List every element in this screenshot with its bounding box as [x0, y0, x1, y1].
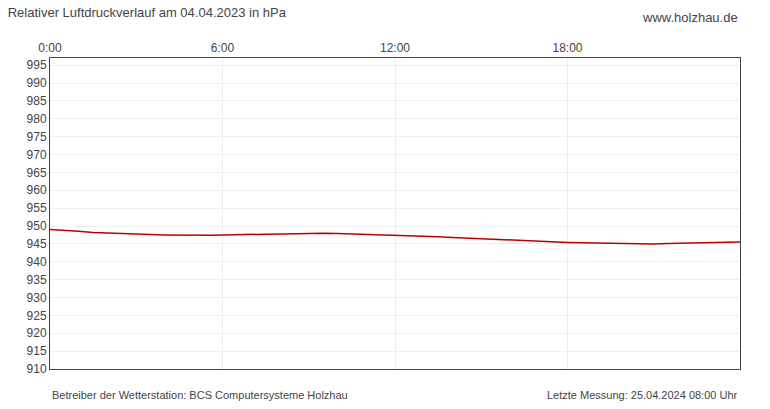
- svg-text:910: 910: [27, 362, 47, 376]
- svg-text:12:00: 12:00: [380, 41, 410, 55]
- svg-text:970: 970: [27, 148, 47, 162]
- svg-text:915: 915: [27, 344, 47, 358]
- svg-text:925: 925: [27, 309, 47, 323]
- svg-text:6:00: 6:00: [211, 41, 235, 55]
- svg-text:Relativer Luftdruckverlauf am: Relativer Luftdruckverlauf am 04.04.2023…: [8, 5, 287, 20]
- svg-text:940: 940: [27, 255, 47, 269]
- svg-text:990: 990: [27, 76, 47, 90]
- svg-text:920: 920: [27, 326, 47, 340]
- svg-text:965: 965: [27, 166, 47, 180]
- svg-text:950: 950: [27, 219, 47, 233]
- svg-text:Betreiber der Wetterstation: B: Betreiber der Wetterstation: BCS Compute…: [52, 389, 348, 401]
- svg-text:930: 930: [27, 291, 47, 305]
- svg-text:18:00: 18:00: [552, 41, 582, 55]
- svg-text:985: 985: [27, 94, 47, 108]
- svg-text:980: 980: [27, 112, 47, 126]
- svg-text:995: 995: [27, 58, 47, 72]
- svg-text:955: 955: [27, 201, 47, 215]
- svg-text:Letzte Messung: 25.04.2024 08:: Letzte Messung: 25.04.2024 08:00 Uhr: [547, 389, 738, 401]
- svg-text:945: 945: [27, 237, 47, 251]
- svg-text:www.holzhau.de: www.holzhau.de: [642, 10, 738, 25]
- svg-text:935: 935: [27, 273, 47, 287]
- svg-text:975: 975: [27, 130, 47, 144]
- svg-text:960: 960: [27, 183, 47, 197]
- svg-text:0:00: 0:00: [38, 41, 62, 55]
